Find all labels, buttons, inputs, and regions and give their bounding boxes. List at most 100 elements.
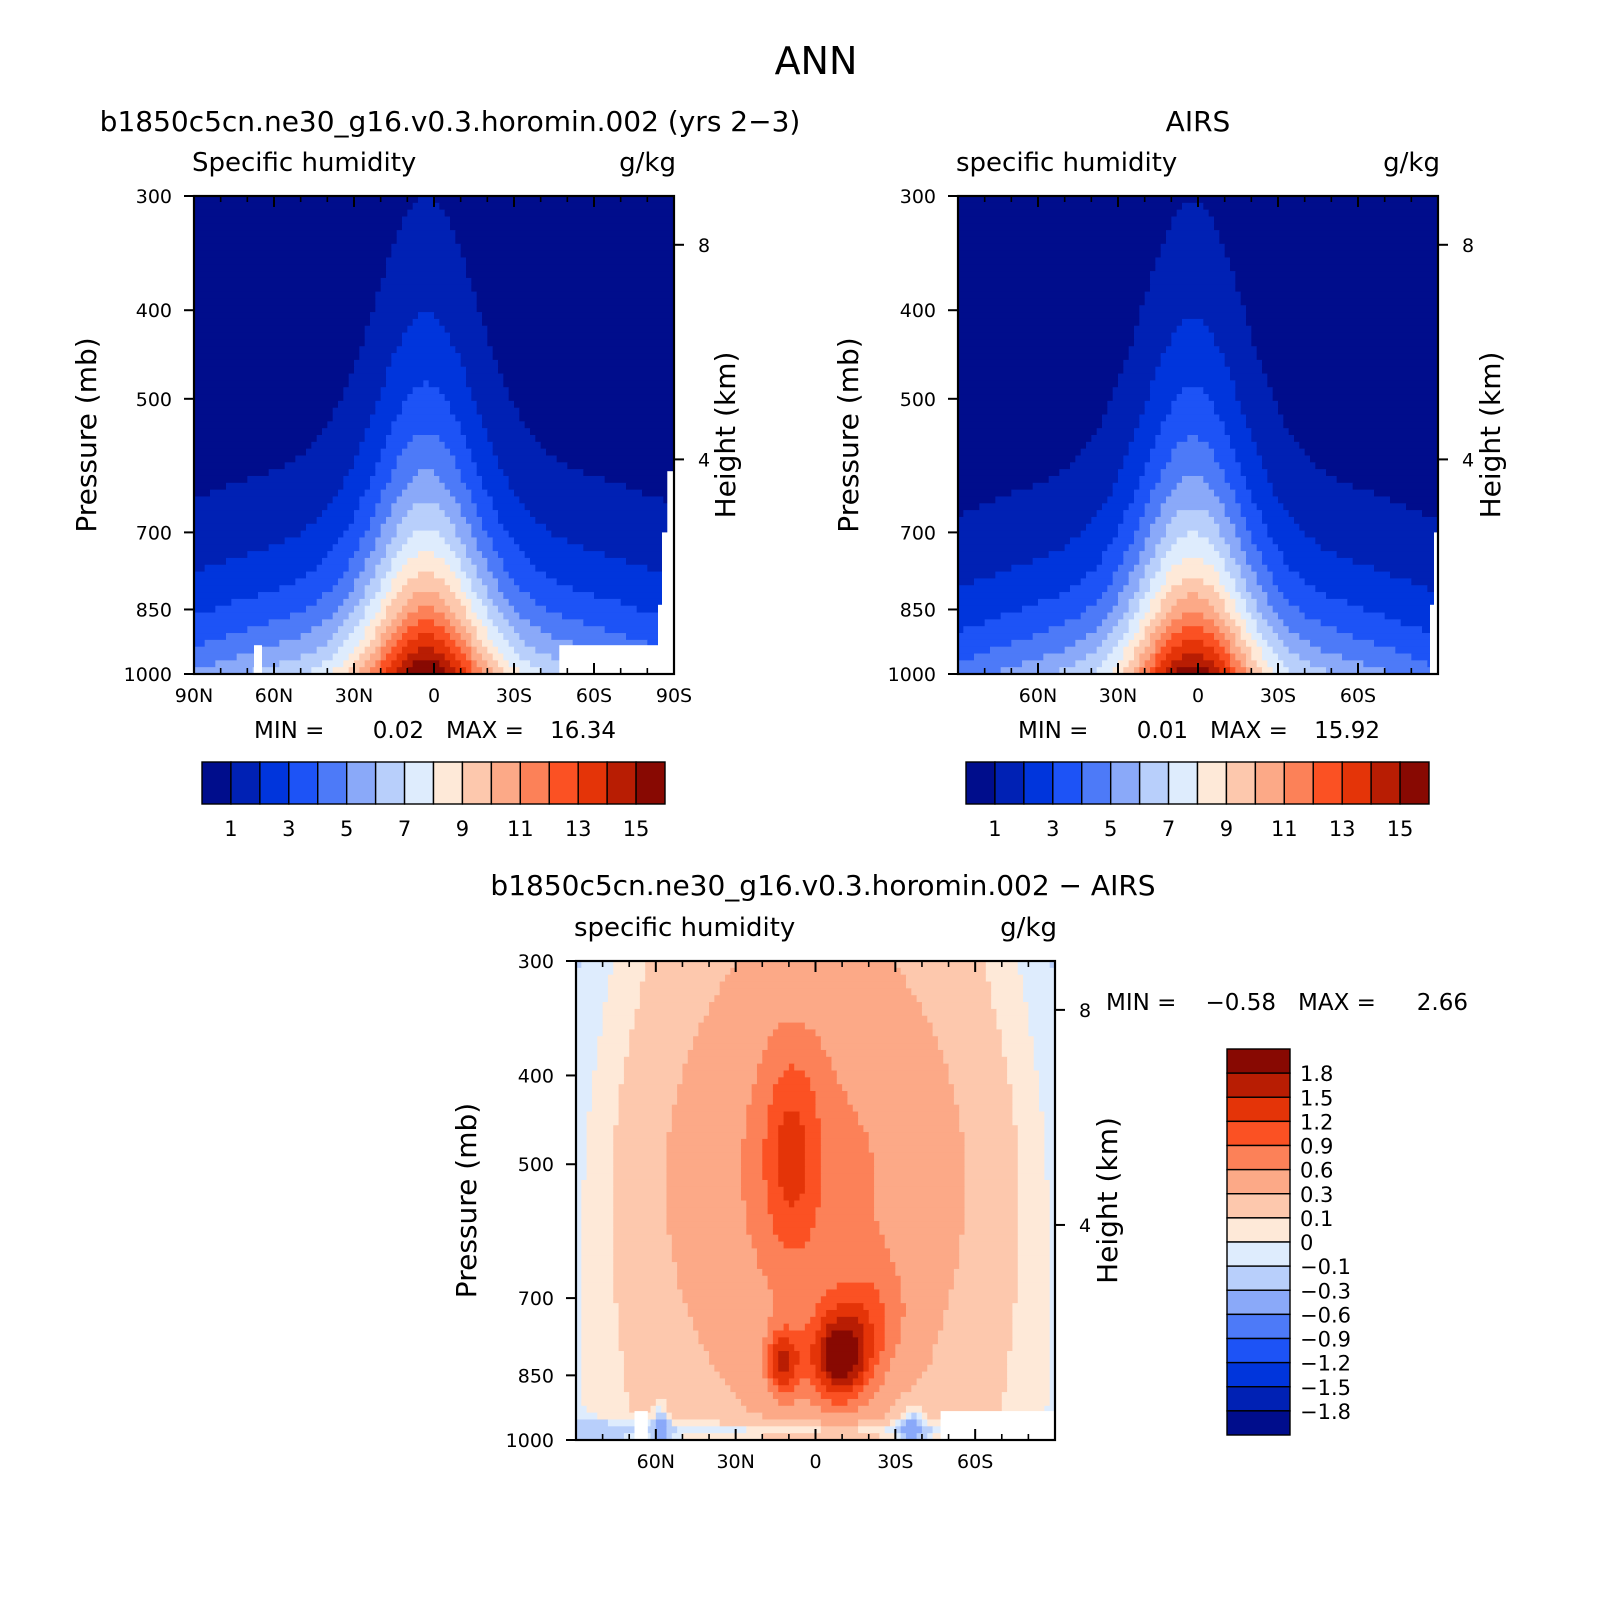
model-field-cell bbox=[450, 216, 675, 224]
diff-field-cell bbox=[597, 1063, 625, 1072]
obs-field-cell bbox=[1256, 598, 1268, 607]
model-x-tick-label: 60S bbox=[576, 685, 612, 707]
diff-field-cell bbox=[831, 1056, 944, 1065]
diff-field-cell bbox=[629, 1049, 689, 1058]
diff-field-cell bbox=[820, 1036, 939, 1044]
model-field-cell bbox=[503, 469, 584, 477]
obs-field-cell bbox=[1208, 209, 1439, 218]
model-field-cell bbox=[418, 196, 435, 204]
model-field-cell bbox=[439, 387, 472, 395]
obs-field-cell bbox=[1219, 592, 1231, 600]
model-field-cell bbox=[492, 571, 510, 579]
obs-field-cell bbox=[1171, 544, 1215, 552]
model-field-cell bbox=[402, 564, 451, 573]
obs-field-cell bbox=[1251, 653, 1263, 661]
obs-field-cell bbox=[1224, 510, 1242, 518]
diff-field-cell bbox=[581, 1323, 620, 1332]
obs-field-cell bbox=[1139, 598, 1151, 607]
model-field-cell bbox=[434, 551, 456, 559]
obs-field-cell bbox=[1235, 557, 1247, 566]
obs-field-cell bbox=[1235, 530, 1252, 539]
model-field-cell bbox=[492, 639, 510, 648]
model-field-cell bbox=[423, 380, 430, 388]
diff-field-cell bbox=[1012, 1091, 1040, 1099]
model-field-cell bbox=[567, 462, 675, 470]
obs-colorbar-label: 15 bbox=[1387, 817, 1414, 841]
diff-field-cell bbox=[900, 967, 987, 976]
diff-field-cell bbox=[772, 1227, 811, 1236]
diff-field-cell bbox=[884, 1426, 896, 1434]
obs-field-cell bbox=[1278, 407, 1439, 416]
diff-field-cell bbox=[804, 1152, 822, 1161]
model-field-cell bbox=[508, 660, 531, 668]
obs-field-cell bbox=[958, 646, 991, 655]
diff-field-cell bbox=[820, 1043, 939, 1051]
diff-field-cell bbox=[1007, 1371, 1051, 1380]
diff-field-cell bbox=[576, 1241, 582, 1249]
model-field-cell bbox=[396, 667, 408, 675]
obs-field-cell bbox=[990, 646, 1066, 655]
model-y-axis-label: Pressure (mb) bbox=[70, 337, 103, 532]
obs-field-cell bbox=[1144, 537, 1162, 545]
model-field-cell bbox=[460, 243, 675, 252]
diff-field-cell bbox=[921, 1426, 934, 1434]
obs-field-cell bbox=[1235, 387, 1274, 395]
diff-field-cell bbox=[677, 1275, 769, 1284]
obs-field-cell bbox=[1080, 612, 1108, 620]
model-field-cell bbox=[466, 667, 472, 675]
obs-field-cell bbox=[1176, 394, 1210, 402]
diff-field-cell bbox=[762, 1351, 769, 1359]
model-field-cell bbox=[375, 592, 387, 600]
diff-field-cell bbox=[1023, 981, 1056, 989]
diff-field-cell bbox=[820, 1364, 827, 1373]
obs-field-cell bbox=[1240, 564, 1252, 573]
diff-field-cell bbox=[581, 1186, 614, 1195]
obs-field-cell bbox=[1230, 544, 1242, 552]
model-field-cell bbox=[471, 646, 478, 655]
model-field-cell bbox=[476, 544, 494, 552]
model-field-cell bbox=[380, 387, 414, 395]
obs-field-cell bbox=[1139, 557, 1151, 566]
diff-field-cell bbox=[778, 1166, 806, 1174]
diff-field-cell bbox=[815, 1309, 827, 1318]
model-field-cell bbox=[215, 660, 280, 668]
model-field-cell bbox=[466, 639, 472, 648]
diff-field-cell bbox=[863, 1303, 886, 1311]
obs-field-cell bbox=[1246, 557, 1263, 566]
model-field-cell bbox=[471, 448, 494, 457]
diff-field-cell bbox=[1007, 1357, 1051, 1366]
model-field-cell bbox=[535, 598, 622, 607]
model-field-cell bbox=[551, 530, 675, 539]
model-field-cell bbox=[194, 537, 286, 545]
model-field-cell bbox=[476, 503, 494, 511]
obs-field-cell bbox=[1160, 557, 1183, 566]
diff-field-cell bbox=[1017, 1262, 1051, 1270]
diff-field-cell bbox=[1023, 988, 1056, 996]
model-field-cell bbox=[327, 639, 344, 648]
model-field-cell bbox=[332, 407, 376, 416]
model-y2-tick-label: 4 bbox=[698, 449, 710, 471]
obs-field-cell bbox=[1219, 462, 1242, 470]
diff-field-cell bbox=[581, 1337, 620, 1345]
model-field-cell bbox=[194, 346, 360, 354]
model-field-cell bbox=[380, 660, 392, 668]
diff-field-cell bbox=[1039, 1070, 1056, 1078]
diff-field-cell bbox=[751, 1241, 785, 1249]
model-field-cell bbox=[391, 619, 403, 627]
obs-field-cell bbox=[1144, 633, 1151, 641]
obs-field-cell bbox=[1150, 387, 1183, 395]
model-field-cell bbox=[396, 571, 419, 579]
diff-field-cell bbox=[671, 1241, 753, 1249]
diff-field-cell bbox=[1007, 1385, 1051, 1393]
obs-field-cell bbox=[1230, 435, 1252, 443]
diff-field-cell bbox=[964, 1132, 1019, 1140]
diff-field-cell bbox=[597, 1049, 630, 1058]
model-field-cell bbox=[370, 551, 387, 559]
obs-field-cell bbox=[1134, 435, 1156, 443]
model-field-cell bbox=[194, 216, 403, 224]
diff-field-cell bbox=[645, 967, 731, 976]
obs-variable-label: specific humidity bbox=[956, 148, 1177, 178]
obs-field-cell bbox=[1203, 653, 1220, 661]
obs-field-cell bbox=[1208, 667, 1220, 675]
obs-field-cell bbox=[1155, 551, 1167, 559]
